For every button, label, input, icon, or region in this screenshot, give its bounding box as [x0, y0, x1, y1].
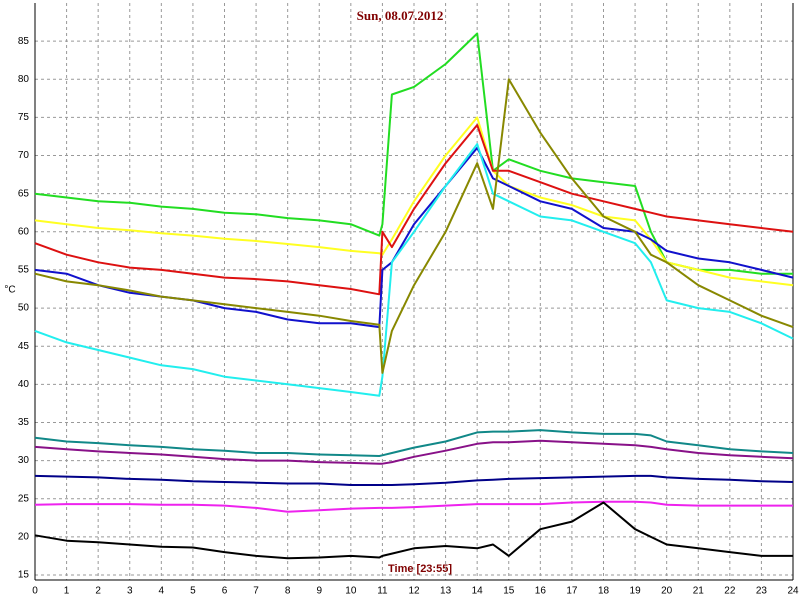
x-tick-label: 20	[661, 586, 673, 597]
series-line	[34, 143, 794, 397]
y-tick-label: 85	[18, 36, 30, 47]
y-tick-label: 75	[18, 112, 30, 123]
y-tick-label: 15	[18, 570, 30, 581]
series-line	[34, 116, 794, 287]
x-tick-label: 5	[190, 586, 196, 597]
x-tick-label: 3	[127, 586, 133, 597]
x-axis-label: Time [23:55]	[388, 563, 452, 575]
series-line	[34, 474, 794, 486]
y-tick-label: 35	[18, 417, 30, 428]
y-tick-label: 55	[18, 265, 30, 276]
x-tick-label: 6	[222, 586, 228, 597]
series-line	[34, 124, 794, 296]
x-tick-label: 1	[64, 586, 70, 597]
series-line	[34, 78, 794, 374]
x-tick-label: 0	[32, 586, 38, 597]
x-tick-label: 15	[503, 586, 515, 597]
x-tick-label: 18	[598, 586, 610, 597]
x-tick-label: 9	[316, 586, 322, 597]
x-tick-label: 11	[377, 586, 388, 597]
x-tick-label: 7	[253, 586, 259, 597]
y-tick-label: 65	[18, 188, 30, 199]
y-tick-label: 60	[18, 226, 30, 237]
y-tick-label: 70	[18, 150, 30, 161]
x-tick-label: 24	[787, 586, 799, 597]
series-line	[34, 439, 794, 465]
x-tick-label: 13	[440, 586, 452, 597]
x-tick-label: 16	[535, 586, 547, 597]
y-tick-label: 80	[18, 74, 30, 85]
y-tick-label: 40	[18, 379, 30, 390]
y-tick-label: 25	[18, 493, 30, 504]
series-line	[34, 429, 794, 457]
x-tick-label: 14	[472, 586, 484, 597]
chart-title: Sun, 08.07.2012	[357, 8, 444, 23]
x-tick-label: 10	[345, 586, 357, 597]
y-axis-label: °C	[4, 285, 15, 296]
y-tick-label: 45	[18, 341, 30, 352]
y-tick-label: 30	[18, 455, 30, 466]
x-tick-label: 22	[724, 586, 736, 597]
x-tick-label: 23	[756, 586, 768, 597]
series-line	[34, 32, 793, 275]
series-line	[34, 501, 793, 560]
x-tick-label: 21	[693, 586, 705, 597]
x-tick-label: 2	[95, 586, 101, 597]
x-tick-label: 17	[566, 586, 578, 597]
x-tick-label: 8	[285, 586, 291, 597]
x-tick-label: 19	[630, 586, 642, 597]
y-tick-label: 20	[18, 532, 30, 543]
y-tick-label: 50	[18, 303, 30, 314]
x-tick-label: 4	[159, 586, 165, 597]
series-line	[34, 500, 793, 513]
x-tick-label: 12	[408, 586, 420, 597]
